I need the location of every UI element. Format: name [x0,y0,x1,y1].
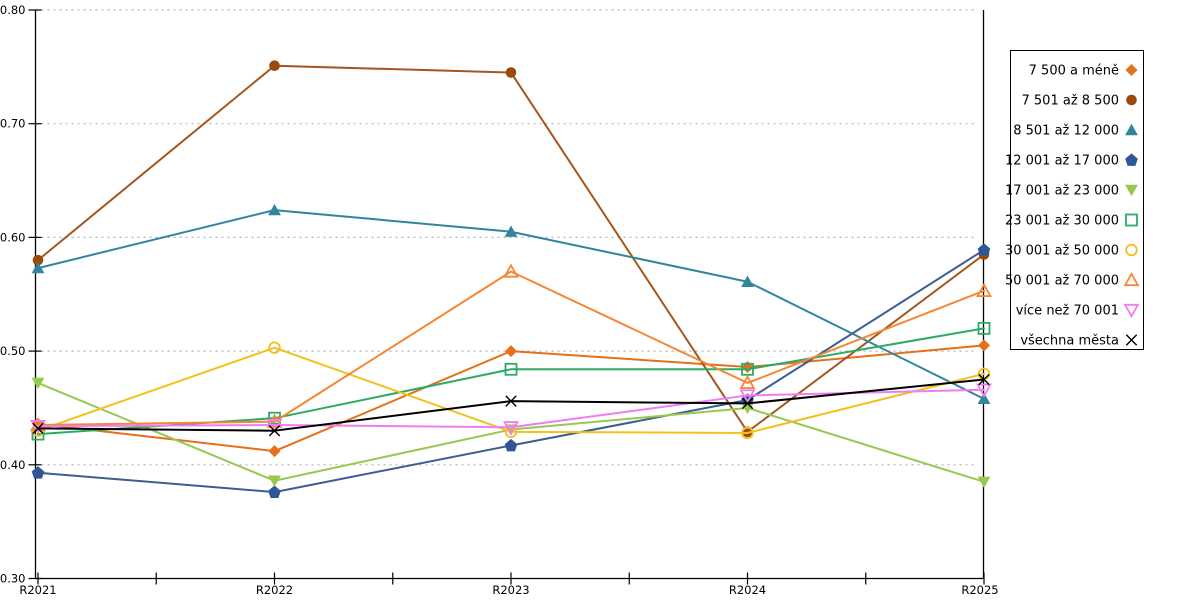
marker-triangle-up [739,374,756,390]
marker-x [741,397,754,410]
marker-diamond [1125,64,1138,76]
x-tick-label: R2025 [961,583,998,597]
y-tick-label: 0.70 [0,117,26,131]
marker-triangle-up [31,261,45,274]
legend-item-0: 7 500 a méně [1029,64,1138,79]
series-7 [30,263,992,432]
marker-triangle-down [1123,303,1140,319]
marker-triangle-up [741,275,754,287]
marker-triangle-down [30,420,46,435]
marker-square [977,321,991,335]
y-tick-label: 0.50 [0,344,26,358]
marker-diamond [741,361,754,374]
marker-triangle-up [977,392,991,405]
series-line [37,209,985,400]
legend-item-label: 7 501 až 8 500 [1022,94,1120,109]
marker-triangle-down [268,475,281,487]
x-tick-label: R2021 [19,583,56,597]
legend-item-6: 30 001 až 50 000 [1005,243,1138,259]
legend-item-label: 8 501 až 12 000 [1013,124,1119,139]
series-1 [32,60,990,438]
data-series [30,60,992,498]
legend-item-label: 50 001 až 70 000 [1005,274,1119,289]
series-9 [32,373,990,437]
y-tick-label: 0.80 [0,3,26,17]
legend-item-1: 7 501 až 8 500 [1022,94,1137,109]
marker-pentagon [268,485,281,498]
x-tick-label: R2024 [729,583,766,597]
marker-diamond [505,345,517,358]
legend-box [1010,50,1144,350]
legend-item-label: 12 001 až 17 000 [1005,154,1119,169]
marker-circle [32,254,44,266]
y-tick-label: 0.40 [0,458,26,472]
marker-triangle-down [976,383,992,398]
marker-circle [1125,243,1138,257]
marker-x [505,395,517,407]
marker-x [1125,334,1138,346]
marker-triangle-down [31,377,45,390]
legend-item-2: 8 501 až 12 000 [1013,124,1138,139]
x-tick-label: R2023 [492,583,529,597]
legend-item-3: 12 001 až 17 000 [1005,153,1138,169]
series-line [37,270,985,427]
marker-pentagon [31,466,45,479]
marker-triangle-down [977,476,991,489]
marker-triangle-up [1123,271,1140,287]
marker-diamond [268,445,281,458]
series-8 [30,383,992,436]
marker-triangle-up [503,263,519,278]
legend-item-4: 17 001 až 23 000 [1005,184,1138,199]
legend-item-label: 17 001 až 23 000 [1005,184,1119,199]
series-3 [31,243,991,498]
marker-x [978,373,990,386]
marker-pentagon [504,438,518,452]
legend-item-5: 23 001 až 30 000 [1005,213,1138,229]
legend: 7 500 a méně 7 501 až 8 500 8 501 až 12 00… [1005,50,1144,350]
marker-circle [505,67,517,78]
legend-item-7: 50 001 až 70 000 [1005,271,1140,289]
marker-square [1125,213,1138,227]
marker-triangle-up [504,225,518,237]
marker-circle [269,60,280,72]
marker-square [504,362,518,376]
marker-x [268,424,281,437]
marker-circle [741,426,754,440]
marker-triangle-down [741,402,754,415]
marker-pentagon [1125,153,1138,166]
x-tick-label: R2022 [256,583,293,597]
y-tick-label: 0.60 [0,230,26,244]
gridlines [35,9,976,466]
series-line [37,64,985,433]
axes: 0.30 0.40 0.50 0.60 0.70 0.80 R2021 R2022 R2023 R… [0,3,999,597]
marker-circle [268,341,281,354]
legend-item-label: 23 001 až 30 000 [1005,214,1119,229]
legend-item-label: 7 500 a méně [1029,64,1119,79]
legend-item-label: všechna města [1020,334,1119,349]
marker-triangle-down [503,421,519,436]
marker-square [741,362,754,376]
y-tick-label: 0.30 [0,572,26,586]
legend-item-label: 30 001 až 50 000 [1005,244,1119,259]
marker-triangle-up [976,282,992,297]
marker-x [32,422,44,435]
legend-item-label: více než 70 001 [1016,304,1119,319]
marker-triangle-down [1125,184,1138,197]
marker-diamond [978,339,990,352]
marker-circle [1126,94,1137,106]
marker-triangle-up [268,203,281,216]
marker-triangle-up [266,413,283,428]
legend-item-8: více než 70 001 [1016,303,1140,319]
marker-pentagon [977,243,991,256]
series-2 [31,203,991,405]
series-line [37,248,985,494]
marker-triangle-up [1125,123,1138,136]
marker-triangle-down [739,389,756,404]
legend-item-9: všechna města [1020,334,1138,349]
marker-triangle-down [266,418,283,434]
series-line [37,388,985,429]
